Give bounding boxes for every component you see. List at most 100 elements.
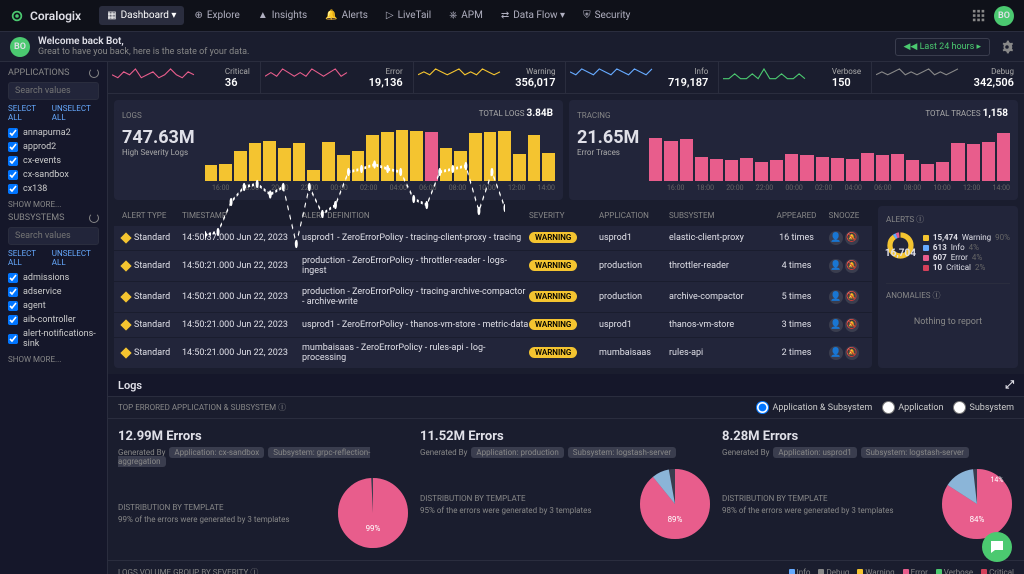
nav-security[interactable]: ⛨Security [575,6,638,25]
table-header[interactable]: ALERT DEFINITION [302,211,529,220]
sub-item[interactable]: aib-controller [8,313,99,327]
subs-show-more[interactable]: SHOW MORE... [8,355,99,364]
alert-row[interactable]: Standard 14:50:21.000 Jun 22, 2023usprod… [114,312,872,337]
checkbox[interactable] [8,156,18,166]
table-header[interactable]: SUBSYSTEM [669,211,769,220]
table-header[interactable]: SNOOZE [824,211,864,220]
nav-explore[interactable]: ⊕Explore [186,6,247,25]
logs-bar-chart [205,127,555,181]
sub-item[interactable]: alert-notifications-sink [8,327,99,351]
spark-info[interactable]: Info719,187 [566,62,719,93]
bar [322,142,335,181]
generated-by: Generated By Application: production Sub… [420,448,712,457]
user-avatar[interactable]: BO [994,6,1014,26]
table-header[interactable]: TIMESTAMP [182,211,302,220]
spark-value: 719,187 [668,76,708,89]
apps-unselect-all[interactable]: UNSELECT ALL [52,104,99,122]
main-nav: ▦Dashboard ▾⊕Explore▲Insights🔔Alerts▷Liv… [99,6,638,25]
bar [219,164,232,181]
checkbox[interactable] [8,334,18,344]
app-item[interactable]: cx-sandbox [8,168,99,182]
alert-row[interactable]: Standard 14:50:37.000 Jun 22, 2023usprod… [114,225,872,250]
mute-button[interactable]: 🔕 [845,259,859,273]
radio-option[interactable]: Subsystem [953,401,1014,414]
checkbox[interactable] [8,273,18,283]
table-header[interactable]: ALERT TYPE [122,211,182,220]
spark-critical[interactable]: Critical36 [108,62,261,93]
subs-unselect-all[interactable]: UNSELECT ALL [52,249,99,267]
checkbox[interactable] [8,142,18,152]
app-item[interactable]: approd2 [8,140,99,154]
legend-item: Error [903,568,928,574]
mute-button[interactable]: 🔕 [845,318,859,332]
bar [293,143,306,181]
snooze-button[interactable]: 👤 [829,290,843,304]
mute-button[interactable]: 🔕 [845,231,859,245]
error-panel: 11.52M Errors Generated By Application: … [420,429,712,550]
mute-button[interactable]: 🔕 [845,290,859,304]
app-item[interactable]: annapurna2 [8,126,99,140]
alert-row[interactable]: Standard 14:50:21.000 Jun 22, 2023produc… [114,250,872,281]
spark-label: Verbose [832,67,861,76]
radio-option[interactable]: Application [882,401,943,414]
top-nav-bar: Coralogix ▦Dashboard ▾⊕Explore▲Insights🔔… [0,0,1024,32]
logs-x-axis: 16:0018:0020:0022:0000:0002:0004:0006:00… [212,184,555,192]
nav-alerts[interactable]: 🔔Alerts [317,6,376,25]
table-header[interactable]: SEVERITY [529,211,599,220]
chat-fab[interactable] [982,532,1012,562]
snooze-button[interactable]: 👤 [829,231,843,245]
app-item[interactable]: cx-events [8,154,99,168]
alert-row[interactable]: Standard 14:50:21.000 Jun 22, 2023mumbai… [114,337,872,368]
apps-grid-icon[interactable] [972,9,986,23]
settings-gear-icon[interactable] [1000,40,1014,54]
nav-apm[interactable]: ⎈APM [441,6,491,25]
table-header[interactable]: APPEARED [769,211,824,220]
dataflow-icon: ⇄ [501,10,509,21]
brand-name: Coralogix [30,9,81,23]
alert-row[interactable]: Standard 14:50:21.000 Jun 22, 2023produc… [114,281,872,312]
checkbox[interactable] [8,170,18,180]
bar [982,142,995,181]
nav-livetail[interactable]: ▷LiveTail [378,6,439,25]
checkbox[interactable] [8,128,18,138]
apps-search-input[interactable] [8,82,99,100]
checkbox[interactable] [8,184,18,194]
subs-search-input[interactable] [8,227,99,245]
spark-debug[interactable]: Debug342,506 [872,62,1024,93]
sub-item[interactable]: adservice [8,285,99,299]
refresh-icon[interactable] [89,68,99,78]
snooze-button[interactable]: 👤 [829,318,843,332]
bar [906,160,919,181]
snooze-button[interactable]: 👤 [829,346,843,360]
welcome-avatar: BO [10,37,30,57]
mute-button[interactable]: 🔕 [845,346,859,360]
spark-warning[interactable]: Warning356,017 [414,62,567,93]
security-icon: ⛨ [583,10,591,21]
sub-item[interactable]: admissions [8,271,99,285]
nav-dashboard[interactable]: ▦Dashboard ▾ [99,6,184,25]
nav-insights[interactable]: ▲Insights [250,6,315,25]
spark-error[interactable]: Error19,136 [261,62,414,93]
app-item[interactable]: cx138 [8,182,99,196]
radio-option[interactable]: Application & Subsystem [756,401,872,414]
apps-select-all[interactable]: SELECT ALL [8,104,46,122]
table-header[interactable]: APPLICATION [599,211,669,220]
spark-verbose[interactable]: Verbose150 [719,62,872,93]
refresh-icon[interactable] [89,213,99,223]
brand-logo[interactable]: Coralogix [10,9,81,23]
bar [542,153,555,181]
spark-label: Warning [515,67,555,76]
traces-chart-panel: TRACING TOTAL TRACES 1,158 21.65M Error … [569,100,1018,200]
apps-show-more[interactable]: SHOW MORE... [8,200,99,209]
snooze-button[interactable]: 👤 [829,259,843,273]
checkbox[interactable] [8,315,18,325]
alerts-icon: 🔔 [325,10,337,21]
time-range-picker[interactable]: ◀◀ Last 24 hours ▸ [895,38,991,56]
nav-data-flow[interactable]: ⇄Data Flow ▾ [493,6,573,25]
subs-select-all[interactable]: SELECT ALL [8,249,46,267]
expand-icon[interactable]: ⤢ [1005,378,1014,392]
bar [484,132,497,181]
checkbox[interactable] [8,287,18,297]
checkbox[interactable] [8,301,18,311]
sub-item[interactable]: agent [8,299,99,313]
